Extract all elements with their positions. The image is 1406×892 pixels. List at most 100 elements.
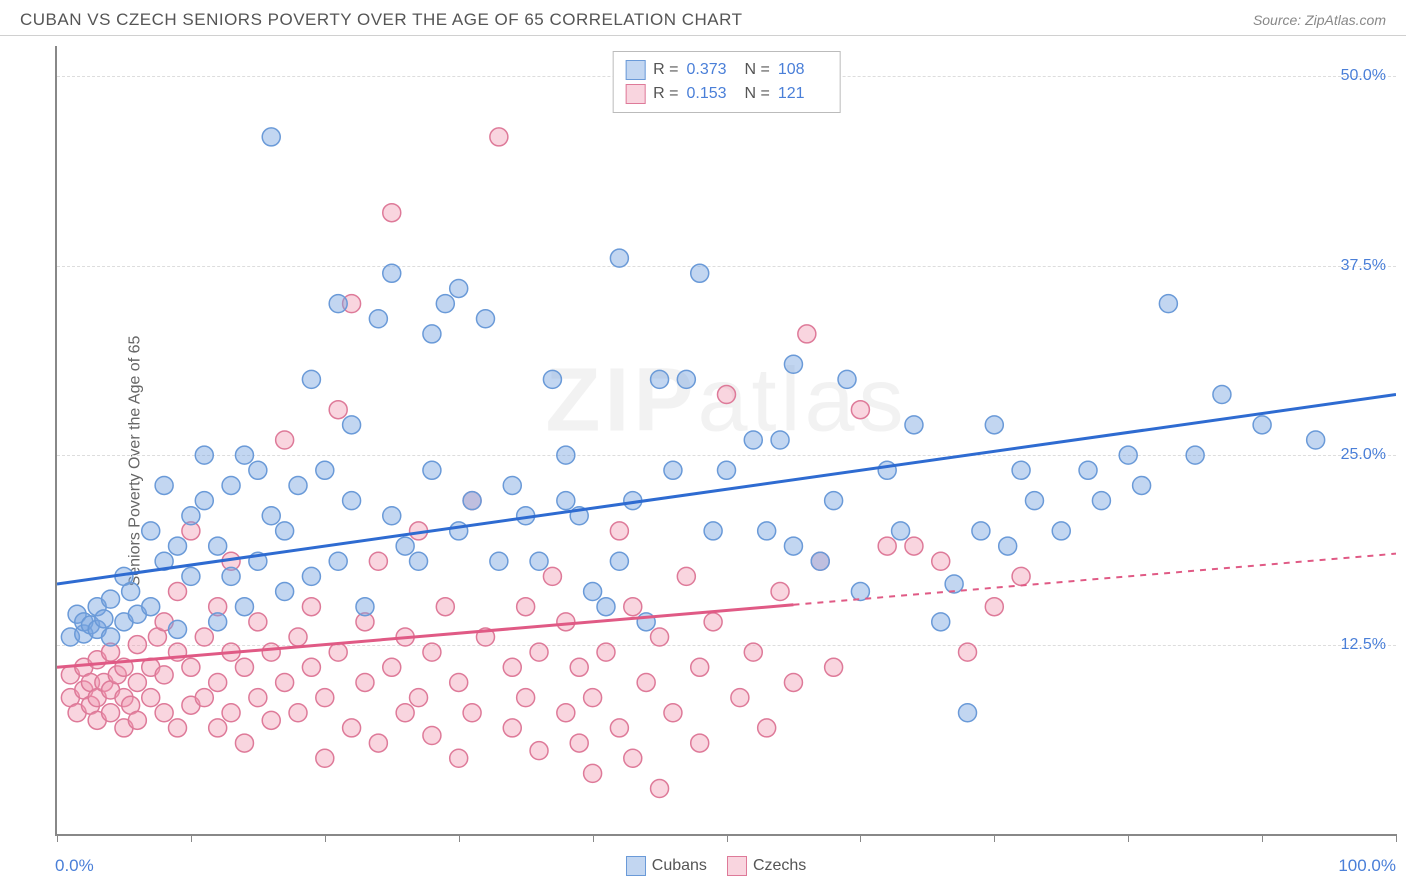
- data-point: [396, 537, 414, 555]
- data-point: [128, 673, 146, 691]
- data-point: [316, 749, 334, 767]
- data-point: [624, 598, 642, 616]
- data-point: [798, 325, 816, 343]
- plot-region: R = 0.373 N = 108 R = 0.153 N = 121 ZIPa…: [55, 46, 1396, 836]
- data-point: [557, 613, 575, 631]
- data-point: [276, 583, 294, 601]
- legend-swatch-czechs: [625, 84, 645, 104]
- data-point: [182, 567, 200, 585]
- data-point: [169, 537, 187, 555]
- data-point: [878, 461, 896, 479]
- data-point: [182, 507, 200, 525]
- data-point: [825, 492, 843, 510]
- data-point: [450, 279, 468, 297]
- data-point: [1079, 461, 1097, 479]
- data-point: [624, 749, 642, 767]
- data-point: [302, 598, 320, 616]
- data-point: [570, 734, 588, 752]
- data-point: [610, 249, 628, 267]
- data-point: [1307, 431, 1325, 449]
- data-point: [825, 658, 843, 676]
- data-point: [530, 552, 548, 570]
- data-point: [262, 128, 280, 146]
- data-point: [704, 522, 722, 540]
- r-value-czechs: 0.153: [687, 85, 737, 103]
- data-point: [811, 552, 829, 570]
- data-point: [784, 537, 802, 555]
- data-point: [195, 446, 213, 464]
- data-point: [289, 476, 307, 494]
- data-point: [262, 507, 280, 525]
- data-point: [410, 689, 428, 707]
- data-point: [142, 522, 160, 540]
- data-point: [905, 416, 923, 434]
- data-point: [463, 492, 481, 510]
- data-point: [503, 658, 521, 676]
- data-point: [1119, 446, 1137, 464]
- data-point: [302, 658, 320, 676]
- data-point: [517, 598, 535, 616]
- data-point: [985, 598, 1003, 616]
- data-point: [1052, 522, 1070, 540]
- data-point: [356, 598, 374, 616]
- legend-swatch-czechs-bottom: [727, 856, 747, 876]
- data-point: [235, 658, 253, 676]
- data-point: [450, 673, 468, 691]
- data-point: [343, 492, 361, 510]
- data-point: [343, 719, 361, 737]
- trend-line-dashed: [793, 554, 1396, 605]
- legend-row-cubans: R = 0.373 N = 108: [625, 58, 828, 82]
- data-point: [235, 446, 253, 464]
- trend-line: [57, 395, 1396, 584]
- legend-row-czechs: R = 0.153 N = 121: [625, 82, 828, 106]
- legend-item-cubans: Cubans: [626, 856, 707, 876]
- data-point: [410, 552, 428, 570]
- data-point: [570, 658, 588, 676]
- data-point: [155, 666, 173, 684]
- data-point: [209, 673, 227, 691]
- data-point: [128, 636, 146, 654]
- data-point: [222, 476, 240, 494]
- data-point: [249, 689, 267, 707]
- data-point: [450, 522, 468, 540]
- data-point: [784, 355, 802, 373]
- data-point: [102, 590, 120, 608]
- data-point: [838, 370, 856, 388]
- data-point: [744, 643, 762, 661]
- data-point: [262, 643, 280, 661]
- data-point: [718, 461, 736, 479]
- data-point: [262, 711, 280, 729]
- data-point: [369, 734, 387, 752]
- correlation-legend: R = 0.373 N = 108 R = 0.153 N = 121: [612, 51, 841, 113]
- data-point: [1253, 416, 1271, 434]
- data-point: [490, 552, 508, 570]
- data-point: [610, 522, 628, 540]
- r-label: R =: [653, 61, 678, 79]
- data-point: [503, 719, 521, 737]
- data-point: [476, 310, 494, 328]
- chart-source: Source: ZipAtlas.com: [1253, 12, 1386, 28]
- data-point: [169, 719, 187, 737]
- r-value-cubans: 0.373: [687, 61, 737, 79]
- data-point: [343, 416, 361, 434]
- data-point: [329, 552, 347, 570]
- n-label: N =: [745, 61, 770, 79]
- data-point: [557, 704, 575, 722]
- data-point: [235, 598, 253, 616]
- data-point: [905, 537, 923, 555]
- r-label: R =: [653, 85, 678, 103]
- data-point: [999, 537, 1017, 555]
- data-point: [1092, 492, 1110, 510]
- data-point: [892, 522, 910, 540]
- data-point: [584, 583, 602, 601]
- data-point: [1159, 295, 1177, 313]
- data-point: [289, 628, 307, 646]
- data-point: [744, 431, 762, 449]
- data-point: [102, 704, 120, 722]
- data-point: [423, 325, 441, 343]
- data-point: [543, 567, 561, 585]
- data-point: [329, 401, 347, 419]
- data-point: [530, 643, 548, 661]
- data-point: [302, 370, 320, 388]
- data-point: [222, 704, 240, 722]
